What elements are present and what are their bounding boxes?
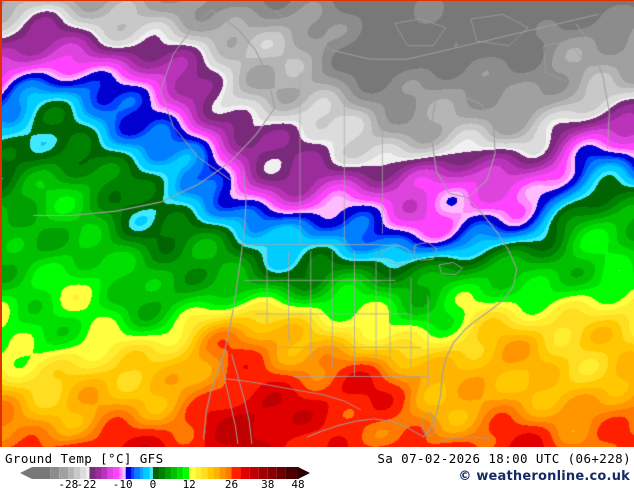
map-panel[interactable] [0,0,634,447]
valid-time-label: Sa 07-02-2026 18:00 UTC (06+228) [377,451,631,466]
colorbar-tick-labels: -28 -22 -10 0 12 26 38 48 [0,478,320,491]
legend-title: Ground Temp [°C] GFS [5,451,164,466]
colorbar-tick-12: 12 [182,478,196,491]
map-footer: Ground Temp [°C] GFS Sa 07-02-2026 18:00… [0,447,634,491]
colorbar-svg [20,467,310,479]
colorbar-tick-m28: -28 [58,478,79,491]
colorbar-tick-m10: -10 [112,478,133,491]
colorbar-tick-48: 48 [291,478,305,491]
colorbar-tick-m22: -22 [76,478,97,491]
colorbar-tick-26: 26 [224,478,239,491]
copyright-label: © weatheronline.co.uk [458,469,630,484]
colorbar-tick-38: 38 [261,478,275,491]
colorbar-tick-0: 0 [149,478,157,491]
temperature-map-canvas[interactable] [2,1,634,447]
colorbar [20,467,310,479]
